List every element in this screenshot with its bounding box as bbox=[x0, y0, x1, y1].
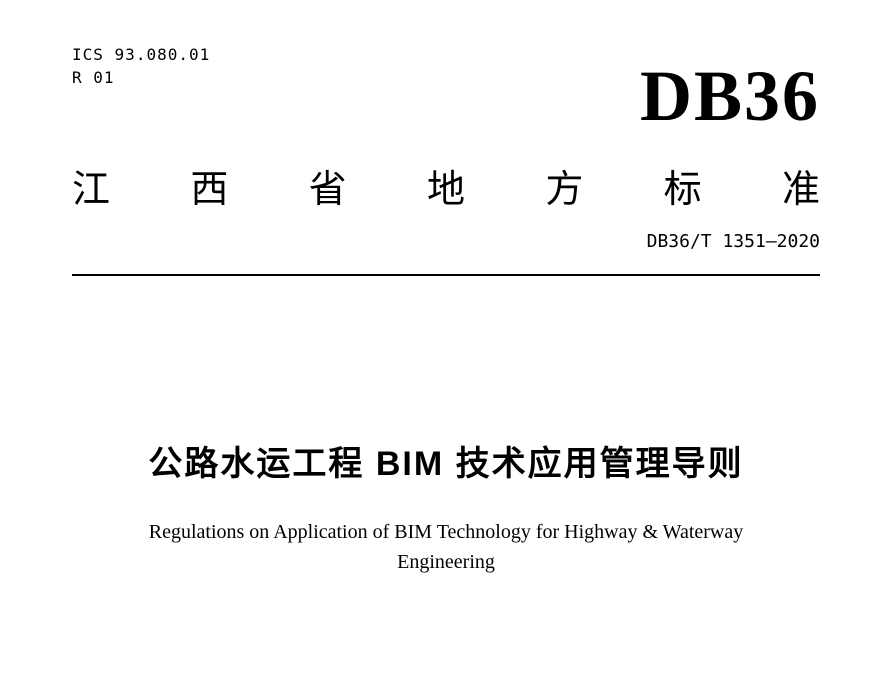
province-char: 西 bbox=[190, 158, 228, 213]
title-english-line1: Regulations on Application of BIM Techno… bbox=[72, 517, 820, 547]
province-standard-title: 江 西 省 地 方 标 准 bbox=[72, 158, 820, 213]
title-english: Regulations on Application of BIM Techno… bbox=[72, 517, 820, 577]
province-char: 省 bbox=[309, 158, 347, 213]
province-char: 准 bbox=[782, 158, 820, 213]
ics-value: 93.080.01 bbox=[115, 45, 211, 64]
province-char: 地 bbox=[427, 158, 465, 213]
standard-number: DB36/T 1351—2020 bbox=[72, 231, 820, 252]
ics-label: ICS bbox=[72, 45, 104, 64]
province-char: 江 bbox=[72, 158, 110, 213]
document-page: ICS 93.080.01 R 01 DB36 江 西 省 地 方 标 准 DB… bbox=[0, 0, 892, 577]
divider-line bbox=[72, 274, 820, 276]
title-english-line2: Engineering bbox=[72, 547, 820, 577]
db-code: DB36 bbox=[72, 55, 820, 138]
title-chinese: 公路水运工程 BIM 技术应用管理导则 bbox=[72, 436, 820, 485]
province-char: 标 bbox=[664, 158, 702, 213]
province-char: 方 bbox=[545, 158, 583, 213]
